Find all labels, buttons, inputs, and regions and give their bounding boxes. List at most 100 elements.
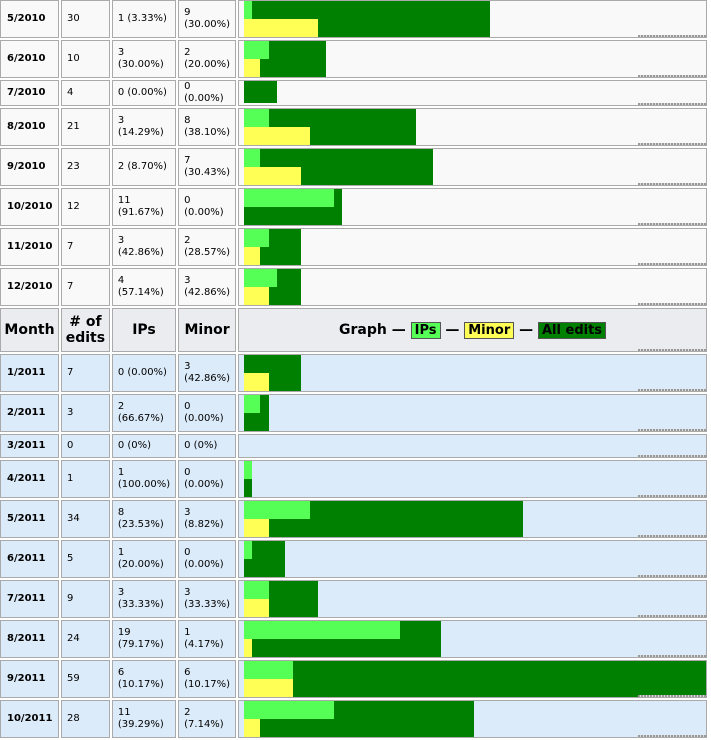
month-cell: 9/2011	[0, 660, 59, 698]
bar-minor	[244, 679, 294, 697]
graph-cell-rule	[638, 183, 706, 185]
table-row: 10/2011 28 11 (39.29%) 2 (7.14%)	[0, 700, 707, 738]
edits-cell: 9	[60, 580, 110, 618]
bar-all-edits	[244, 461, 253, 497]
edits-cell: 34	[60, 500, 110, 538]
ips-cell: 1 (3.33%)	[111, 0, 177, 38]
legend-minor: Minor	[464, 321, 515, 339]
edits-cell: 7	[60, 268, 110, 306]
edits-cell: 10	[60, 40, 110, 78]
table-row: 7/2010 4 0 (0.00%) 0 (0.00%)	[0, 80, 707, 106]
table-row: 9/2010 23 2 (8.70%) 7 (30.43%)	[0, 148, 707, 186]
bar-minor	[244, 247, 261, 265]
table-row: 1/2011 7 0 (0.00%) 3 (42.86%)	[0, 354, 707, 392]
edits-cell: 12	[60, 188, 110, 226]
bar-minor	[244, 19, 319, 37]
edits-cell: 28	[60, 700, 110, 738]
bar-ips	[244, 541, 253, 559]
graph-cell-rule	[638, 615, 706, 617]
table-row: 12/2010 7 4 (57.14%) 3 (42.86%)	[0, 268, 707, 306]
ips-cell: 3 (30.00%)	[111, 40, 177, 78]
legend-separator: —	[519, 321, 534, 338]
month-cell: 12/2010	[0, 268, 59, 306]
bar-minor	[244, 599, 270, 617]
graph-cell	[238, 40, 707, 78]
minor-cell: 3 (42.86%)	[178, 354, 237, 392]
edits-cell: 24	[60, 620, 110, 658]
edits-cell: 21	[60, 108, 110, 146]
graph-cell-rule	[638, 223, 706, 225]
graph-cell-rule	[638, 429, 706, 431]
graph-cell-rule	[638, 575, 706, 577]
graph-cell	[238, 434, 707, 458]
ips-cell: 3 (14.29%)	[111, 108, 177, 146]
ips-cell: 4 (57.14%)	[111, 268, 177, 306]
graph-cell	[238, 354, 707, 392]
ips-cell: 19 (79.17%)	[111, 620, 177, 658]
graph-cell-rule	[638, 735, 706, 737]
month-cell: 10/2011	[0, 700, 59, 738]
minor-cell: 3 (42.86%)	[178, 268, 237, 306]
ips-cell: 11 (39.29%)	[111, 700, 177, 738]
rows-2010: 5/2010 30 1 (3.33%) 9 (30.00%) 6/2010 10 3 (30…	[0, 0, 707, 306]
graph-cell	[238, 268, 707, 306]
bar-ips	[244, 109, 270, 127]
minor-cell: 8 (38.10%)	[178, 108, 237, 146]
ips-cell: 2 (66.67%)	[111, 394, 177, 432]
edits-cell: 3	[60, 394, 110, 432]
minor-cell: 0 (0.00%)	[178, 540, 237, 578]
minor-cell: 3 (8.82%)	[178, 500, 237, 538]
table-row: 8/2011 24 19 (79.17%) 1 (4.17%)	[0, 620, 707, 658]
graph-cell	[238, 394, 707, 432]
bar-minor	[244, 639, 253, 657]
bar-ips	[244, 701, 335, 719]
month-cell: 6/2010	[0, 40, 59, 78]
ips-cell: 1 (100.00%)	[111, 460, 177, 498]
legend-all-edits: All edits	[538, 321, 607, 339]
table-row: 5/2010 30 1 (3.33%) 9 (30.00%)	[0, 0, 707, 38]
table-row: 2/2011 3 2 (66.67%) 0 (0.00%)	[0, 394, 707, 432]
bar-ips	[244, 149, 261, 167]
minor-cell: 0 (0.00%)	[178, 460, 237, 498]
bar-minor	[244, 167, 302, 185]
graph-cell	[238, 500, 707, 538]
legend-separator: —	[445, 321, 460, 338]
graph-cell	[238, 580, 707, 618]
header-month: Month	[0, 308, 59, 352]
edits-cell: 7	[60, 354, 110, 392]
edits-cell: 30	[60, 0, 110, 38]
bar-ips	[244, 661, 294, 679]
header-minor: Minor	[178, 308, 237, 352]
bar-ips	[244, 581, 270, 599]
minor-cell: 7 (30.43%)	[178, 148, 237, 186]
month-cell: 2/2011	[0, 394, 59, 432]
ips-cell: 11 (91.67%)	[111, 188, 177, 226]
minor-cell: 0 (0.00%)	[178, 394, 237, 432]
month-cell: 4/2011	[0, 460, 59, 498]
graph-cell-rule	[638, 455, 706, 457]
minor-cell: 1 (4.17%)	[178, 620, 237, 658]
minor-cell: 0 (0.00%)	[178, 188, 237, 226]
table-row: 4/2011 1 1 (100.00%) 0 (0.00%)	[0, 460, 707, 498]
month-cell: 8/2011	[0, 620, 59, 658]
table-row: 5/2011 34 8 (23.53%) 3 (8.82%)	[0, 500, 707, 538]
graph-cell-rule	[638, 263, 706, 265]
graph-cell	[238, 700, 707, 738]
header-graph: Graph — IPs — Minor — All edits	[238, 308, 707, 352]
graph-cell-rule	[638, 35, 706, 37]
ips-cell: 3 (33.33%)	[111, 580, 177, 618]
table-row: 8/2010 21 3 (14.29%) 8 (38.10%)	[0, 108, 707, 146]
month-cell: 6/2011	[0, 540, 59, 578]
graph-cell	[238, 620, 707, 658]
bar-ips	[244, 501, 311, 519]
ips-cell: 8 (23.53%)	[111, 500, 177, 538]
bar-all-edits	[244, 661, 707, 697]
ips-cell: 2 (8.70%)	[111, 148, 177, 186]
graph-cell	[238, 188, 707, 226]
graph-cell-rule	[638, 535, 706, 537]
month-cell: 7/2010	[0, 80, 59, 106]
ips-cell: 1 (20.00%)	[111, 540, 177, 578]
month-cell: 1/2011	[0, 354, 59, 392]
graph-cell	[238, 0, 707, 38]
bar-ips	[244, 621, 401, 639]
